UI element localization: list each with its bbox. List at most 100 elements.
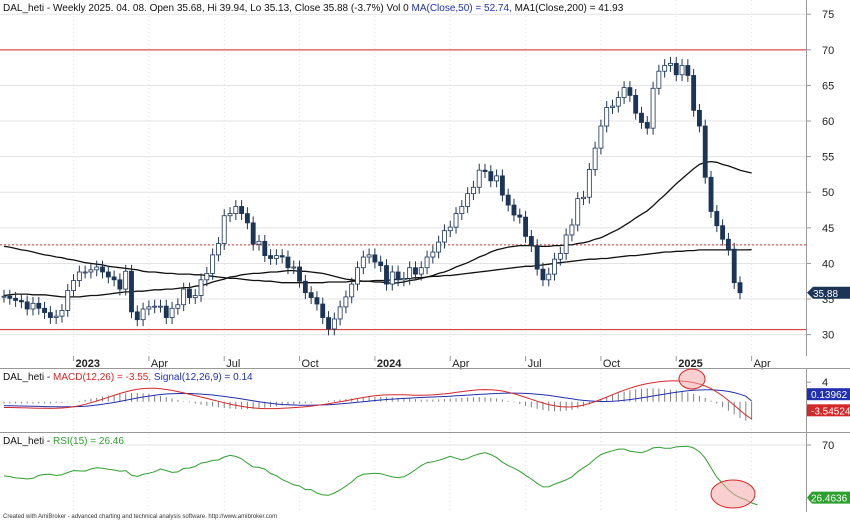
price-y-tick-label: 30 bbox=[822, 330, 834, 342]
last-price-value: 35.88 bbox=[813, 289, 838, 300]
candle-up bbox=[331, 318, 337, 330]
candle-down bbox=[13, 297, 19, 301]
candle-down bbox=[499, 175, 505, 196]
price-y-tick-label: 70 bbox=[822, 45, 834, 57]
candle-down bbox=[627, 87, 633, 96]
candle-down bbox=[24, 301, 30, 310]
candle-down bbox=[523, 216, 529, 237]
price-y-tick-label: 65 bbox=[822, 80, 834, 92]
price-x-tick-label: Apr bbox=[754, 358, 771, 370]
price-y-tick-label: 45 bbox=[822, 223, 834, 235]
macd-badge-shape bbox=[807, 404, 850, 417]
candle-down bbox=[685, 65, 691, 76]
price-horizontal-levels bbox=[0, 49, 806, 331]
price-open: Open 35.68 bbox=[150, 3, 203, 14]
rsi-y-tick-label: 70 bbox=[822, 440, 834, 452]
candle-up bbox=[557, 253, 563, 260]
rsi-highlight-circle bbox=[710, 479, 756, 509]
candle-down bbox=[129, 270, 134, 313]
candle-up bbox=[662, 65, 668, 72]
ma50-label: MA(Close,50) = 52.74, bbox=[411, 3, 511, 14]
price-x-tick-label: 2023 bbox=[76, 358, 100, 370]
price-low: Lo 35.13 bbox=[250, 3, 289, 14]
candle-down bbox=[372, 254, 378, 263]
candle-down bbox=[134, 311, 140, 321]
candle-down bbox=[482, 169, 488, 172]
rsi-value-label: RSI(15) = 26.46 bbox=[53, 436, 124, 447]
candle-up bbox=[360, 256, 366, 269]
candle-down bbox=[384, 265, 389, 285]
macd-line bbox=[4, 380, 752, 420]
candle-down bbox=[720, 225, 726, 240]
candle-down bbox=[708, 176, 714, 212]
price-volume: Vol 0 bbox=[386, 3, 409, 14]
ma200-label: MA1(Close,200) = 41.93 bbox=[515, 3, 624, 14]
price-date: 2025. 04. 08. bbox=[88, 3, 146, 14]
candle-up bbox=[447, 226, 453, 232]
candle-down bbox=[268, 255, 274, 259]
price-period: Weekly bbox=[53, 3, 86, 14]
price-y-tick-label: 50 bbox=[822, 187, 834, 199]
candle-up bbox=[82, 271, 88, 274]
macd-badge-value: -3.54524 bbox=[811, 406, 850, 417]
candle-down bbox=[18, 300, 24, 303]
signal-value-label: Signal(12,26,9) = 0.14 bbox=[154, 372, 253, 383]
candle-up bbox=[459, 206, 465, 214]
candle-up bbox=[221, 215, 227, 244]
candle-up bbox=[76, 271, 82, 281]
rsi-badge: 26.4636 bbox=[807, 491, 850, 505]
price-header: DAL_heti - Weekly 2025. 04. 08. Open 35.… bbox=[3, 3, 624, 14]
candle-down bbox=[731, 248, 737, 284]
candle-up bbox=[569, 224, 575, 236]
candle-down bbox=[239, 206, 245, 214]
candle-up bbox=[204, 273, 210, 281]
candle-up bbox=[407, 267, 413, 279]
candle-up bbox=[656, 70, 662, 89]
candle-down bbox=[517, 214, 523, 218]
macd-value-label: MACD(12,26) = -3.55, bbox=[53, 372, 151, 383]
rsi-header: DAL_heti - RSI(15) = 26.46 bbox=[3, 436, 124, 447]
candle-up bbox=[233, 206, 239, 214]
ma200-line bbox=[3, 245, 752, 284]
candle-up bbox=[349, 283, 355, 298]
candle-down bbox=[505, 194, 511, 206]
candle-down bbox=[378, 261, 384, 266]
price-y-tick-label: 40 bbox=[822, 258, 834, 270]
rsi-panel: 70 DAL_heti - RSI(15) = 26.46 26.4636 bbox=[0, 433, 850, 512]
candle-up bbox=[604, 107, 610, 127]
candle-down bbox=[326, 317, 331, 330]
signal-line bbox=[3, 389, 752, 408]
candle-down bbox=[7, 295, 13, 299]
candle-up bbox=[592, 147, 598, 170]
candle-up bbox=[343, 296, 349, 308]
price-y-tick-label: 75 bbox=[822, 9, 834, 21]
price-x-tick-label: Oct bbox=[302, 358, 319, 370]
rsi-badge-shape bbox=[807, 491, 850, 504]
price-x-tick-label: Jul bbox=[528, 358, 542, 370]
candle-down bbox=[413, 267, 418, 275]
candle-up bbox=[401, 277, 407, 281]
candle-up bbox=[610, 105, 615, 108]
candle-up bbox=[175, 304, 181, 309]
rsi-symbol: DAL_heti bbox=[3, 436, 44, 447]
candle-down bbox=[320, 303, 326, 318]
candle-down bbox=[702, 125, 708, 178]
candle-down bbox=[488, 171, 494, 182]
price-y-tick-label: 60 bbox=[822, 116, 834, 128]
candle-up bbox=[366, 254, 372, 258]
candle-up bbox=[256, 240, 262, 245]
price-high: Hi 39.94 bbox=[207, 3, 245, 14]
price-x-tick-label: 2024 bbox=[377, 358, 402, 370]
candle-down bbox=[737, 282, 743, 294]
candle-up bbox=[291, 266, 297, 269]
candle-up bbox=[389, 271, 395, 285]
candle-up bbox=[30, 302, 36, 310]
candle-down bbox=[187, 288, 192, 299]
candle-down bbox=[42, 307, 47, 313]
candle-down bbox=[297, 266, 302, 282]
price-x-tick-label: 2025 bbox=[678, 358, 702, 370]
macd-highlight-circle bbox=[678, 368, 706, 390]
price-y-tick-label: 55 bbox=[822, 152, 834, 164]
